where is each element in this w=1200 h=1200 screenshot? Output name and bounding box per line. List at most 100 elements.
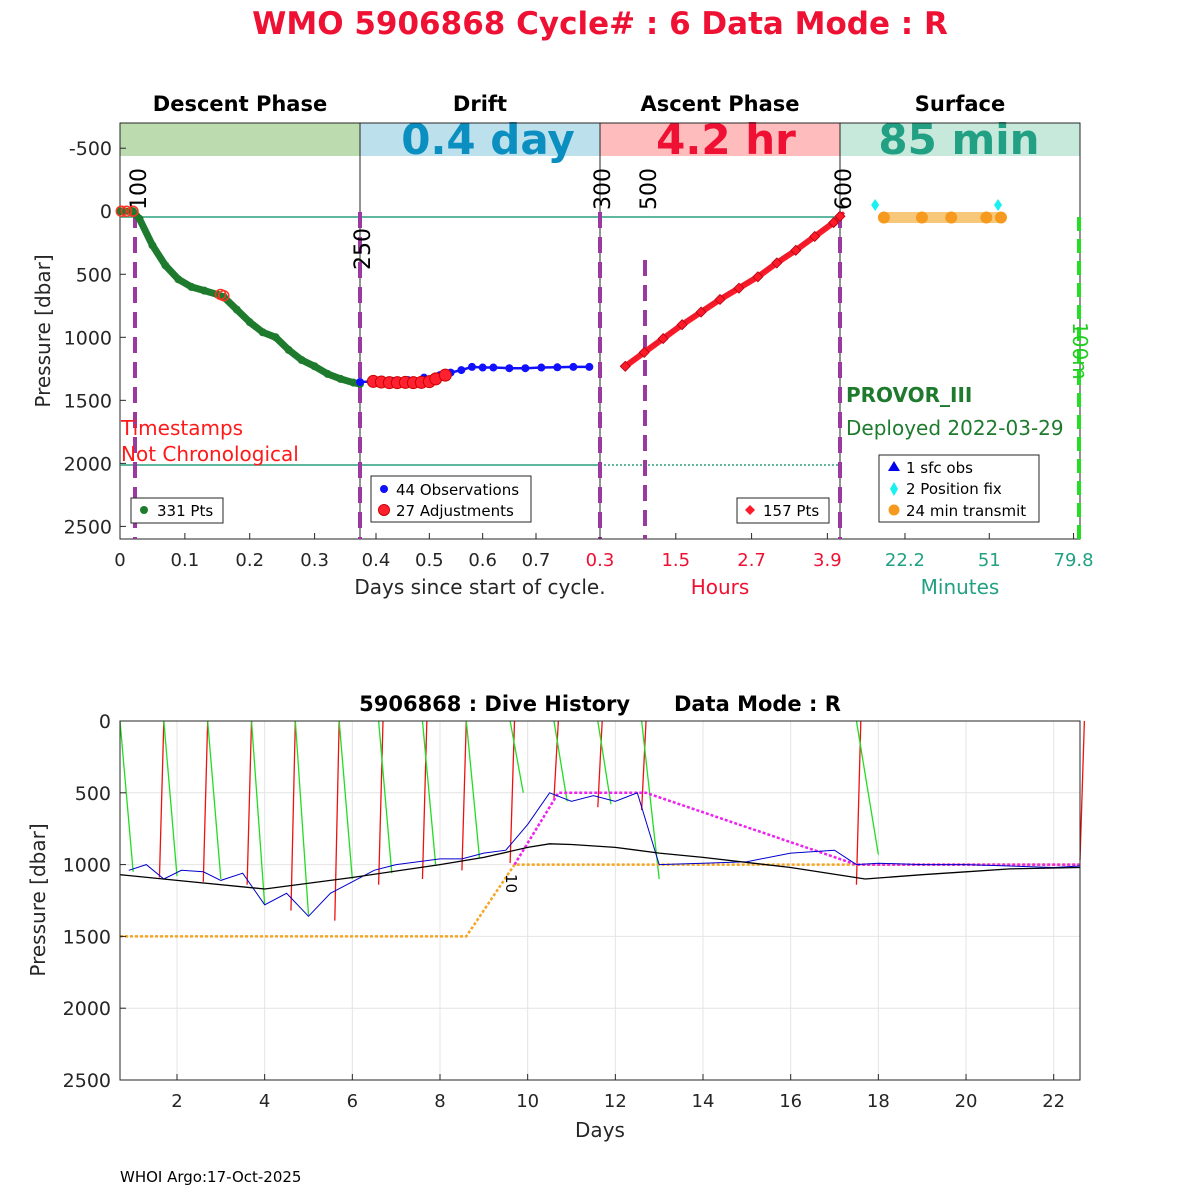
descent-legend-marker (140, 506, 148, 514)
drift-band (360, 123, 600, 156)
drift-legend-adj-marker (378, 504, 390, 516)
descent-point (200, 286, 209, 295)
descent-profile-line (116, 207, 364, 388)
descent-trace (163, 720, 178, 877)
surface-legend-fix-label: 2 Position fix (906, 480, 1002, 498)
cycle-annotation: 10 (502, 874, 520, 893)
descent-point (336, 374, 345, 383)
position-fix-point (994, 198, 1003, 211)
ascent-point (619, 360, 631, 372)
top-x-ticks: 0 0.1 0.2 0.3 0.4 0.5 0.6 0.7 0.3 1.5 2.7 3.9 22.2 51… (114, 533, 1094, 571)
ascent-point (733, 282, 745, 294)
descent-trace (465, 720, 481, 858)
descent-legend-label: 331 Pts (157, 502, 213, 520)
marker-600-label: 600 (832, 168, 857, 210)
top-x-tick-label: 1.5 (661, 550, 690, 571)
descent-flag-point (218, 289, 230, 302)
descent-point (310, 362, 319, 371)
ascent-point (790, 244, 802, 256)
descent-trace (119, 720, 134, 872)
descent-legend: 331 Pts (130, 497, 224, 524)
ascent-legend: 157 Pts (736, 497, 830, 524)
bottom-x-tick-label: 16 (779, 1091, 802, 1112)
bottom-y-tick-label: 1500 (63, 926, 111, 948)
bottom-x-tick-label: 18 (867, 1091, 890, 1112)
surface-legend-transmit-marker (888, 504, 900, 516)
platform-name: PROVOR_III (846, 383, 972, 407)
ascent-x-label: Hours (691, 575, 750, 599)
bottom-x-tick-label: 20 (955, 1091, 978, 1112)
marker-100-label: 100 (127, 168, 152, 210)
bottom-y-tick-label: 1000 (63, 855, 111, 877)
bottom-x-tick-label: 4 (259, 1091, 270, 1112)
ascent-profile-line (628, 211, 846, 364)
descent-flag-point (115, 205, 128, 217)
drift-legend-obs-marker (380, 485, 388, 493)
drift-adjustment-point (438, 368, 452, 382)
descent-point (323, 369, 332, 378)
descent-point (349, 378, 358, 387)
drift-observation-point (553, 363, 562, 372)
bottom-x-axis-label: Days (575, 1118, 625, 1142)
ascent-point (714, 293, 726, 306)
drift-legend-obs-label: 44 Observations (396, 481, 519, 499)
phase-panel: Descent Phase Drift Ascent Phase Surface… (31, 92, 1094, 599)
drift-observation-point (585, 362, 594, 371)
ascent-trace (1079, 720, 1086, 861)
descent-point (258, 328, 267, 337)
descent-trace (421, 720, 437, 865)
top-x-tick-label: 51 (978, 550, 1001, 571)
top-y-tick-label: 2500 (64, 516, 112, 538)
drift-observation-point (478, 363, 487, 372)
bottom-x-tick-label: 22 (1042, 1091, 1065, 1112)
transmit-point (994, 211, 1007, 224)
top-x-tick-label: 2.7 (737, 550, 766, 571)
descent-phase-title: Descent Phase (153, 92, 327, 116)
descent-trace (553, 720, 568, 802)
timestamp-note-line2: Not Chronological (121, 442, 299, 466)
ascent-trace (246, 720, 253, 885)
ascent-trace (461, 720, 467, 871)
descent-point (245, 318, 254, 327)
bottom-y-tick-label: 500 (75, 783, 111, 805)
top-x-tick-label: 0.5 (415, 550, 444, 571)
ascent-point (695, 306, 707, 318)
dive-history-title: 5906868 : Dive History Data Mode : R (359, 692, 841, 716)
ascent-trace (158, 720, 165, 878)
bottom-x-tick-label: 12 (604, 1091, 627, 1112)
drift-observation-point (457, 366, 466, 375)
dive-history-panel: 5906868 : Dive History Data Mode : R 2 4 6… (26, 692, 1086, 1142)
drift-observation-point (468, 362, 476, 371)
bottom-x-tick-label: 2 (171, 1091, 182, 1112)
top-y-ticks: -500 0 500 1000 1500 2000 2500 (64, 138, 126, 538)
footer-credit: WHOI Argo:17-Oct-2025 (120, 1168, 301, 1186)
drift-observation-point (356, 378, 364, 387)
ascent-trace (377, 720, 384, 885)
marker-100m-label: 100m (1068, 322, 1092, 380)
ascent-trace (553, 720, 560, 799)
top-x-tick-label: 0.3 (586, 550, 615, 571)
ascent-point (676, 319, 688, 331)
drift-depth-line (128, 792, 1081, 918)
ascent-duration: 4.2 hr (656, 115, 796, 164)
top-x-tick-label: 22.2 (885, 550, 925, 571)
descent-point (161, 261, 170, 270)
descent-point (187, 282, 196, 291)
park-pressure-line (120, 863, 1080, 938)
top-y-tick-label: 1500 (64, 390, 112, 412)
transmit-point (980, 211, 993, 224)
ascent-trace (202, 720, 209, 882)
descent-trace (855, 720, 879, 855)
ascent-point (657, 332, 669, 345)
top-x-tick-label: 3.9 (813, 550, 842, 571)
bottom-ticks: 2 4 6 8 10 12 14 16 18 20 22 0 500 1000 1500 2000 2500 (63, 711, 1066, 1112)
top-y-axis-label: Pressure [dbar] (31, 254, 55, 407)
top-x-tick-label: 0.1 (171, 550, 200, 571)
top-x-tick-label: 0.3 (300, 550, 329, 571)
bottom-y-tick-label: 2500 (63, 1070, 111, 1092)
descent-trace (597, 720, 612, 805)
position-fix-point (871, 198, 880, 211)
top-y-tick-label: 1000 (64, 327, 112, 349)
surface-legend-obs-marker (888, 461, 900, 471)
